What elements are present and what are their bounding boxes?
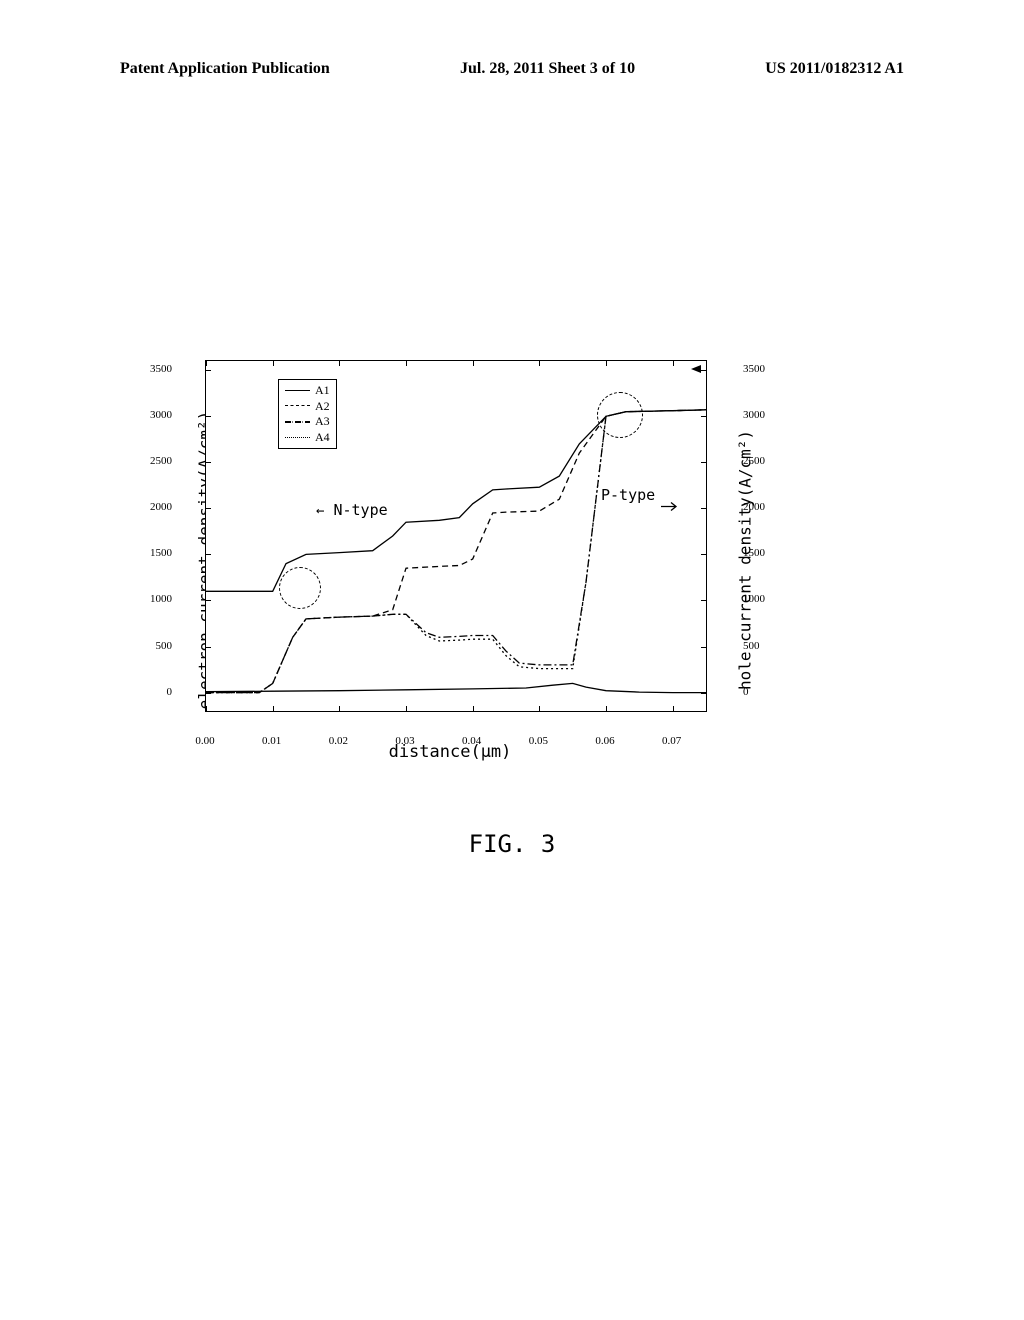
y-tick-label: 2500 (150, 455, 172, 467)
x-tick-label: 0.02 (329, 735, 348, 747)
legend-item-a1: A1 (285, 383, 330, 399)
y-tick-label-right: 2500 (743, 455, 765, 467)
y-tick-label: 500 (156, 640, 173, 652)
x-tick-label: 0.00 (195, 735, 214, 747)
plot-area: A1 A2 A3 A4 ← N-type P-type (205, 360, 707, 712)
header-center: Jul. 28, 2011 Sheet 3 of 10 (460, 60, 635, 78)
annotation-ntype: ← N-type (316, 501, 388, 519)
page-header: Patent Application Publication Jul. 28, … (0, 60, 1024, 78)
series-A2_electron (206, 410, 706, 693)
y-tick-label-right: 3000 (743, 409, 765, 421)
legend-item-a3: A3 (285, 414, 330, 430)
legend-label: A2 (315, 399, 330, 415)
series-hole_line (206, 683, 706, 692)
highlight-circle (279, 567, 321, 609)
y-tick-label: 3500 (150, 363, 172, 375)
y-tick-label-right: 500 (743, 640, 760, 652)
legend-label: A4 (315, 430, 330, 446)
y-tick-label-right: 1000 (743, 593, 765, 605)
highlight-circle (597, 392, 643, 438)
legend-item-a4: A4 (285, 430, 330, 446)
legend-label: A3 (315, 414, 330, 430)
figure-caption: FIG. 3 (469, 830, 556, 858)
legend-box: A1 A2 A3 A4 (278, 379, 337, 449)
legend-item-a2: A2 (285, 399, 330, 415)
x-tick-label: 0.07 (662, 735, 681, 747)
y-tick-label: 3000 (150, 409, 172, 421)
chart-figure-3: electron current density(A/cm²) hole cur… (140, 350, 760, 770)
y-tick-label-right: 2000 (743, 501, 765, 513)
x-tick-label: 0.03 (395, 735, 414, 747)
series-A3_electron (206, 410, 706, 693)
y-tick-label: 2000 (150, 501, 172, 513)
legend-label: A1 (315, 383, 330, 399)
x-tick-label: 0.01 (262, 735, 281, 747)
y-tick-label-right: 1500 (743, 547, 765, 559)
x-tick-label: 0.04 (462, 735, 481, 747)
header-left: Patent Application Publication (120, 60, 330, 78)
y-tick-label: 1000 (150, 593, 172, 605)
header-right: US 2011/0182312 A1 (765, 60, 904, 78)
y-tick-label-right: 0 (743, 686, 749, 698)
y-tick-label-right: 3500 (743, 363, 765, 375)
x-tick-label: 0.06 (595, 735, 614, 747)
y-tick-label: 1500 (150, 547, 172, 559)
y-tick-label: 0 (167, 686, 173, 698)
annotation-ptype: P-type (601, 486, 655, 504)
series-A4_electron (206, 410, 706, 693)
x-tick-label: 0.05 (529, 735, 548, 747)
